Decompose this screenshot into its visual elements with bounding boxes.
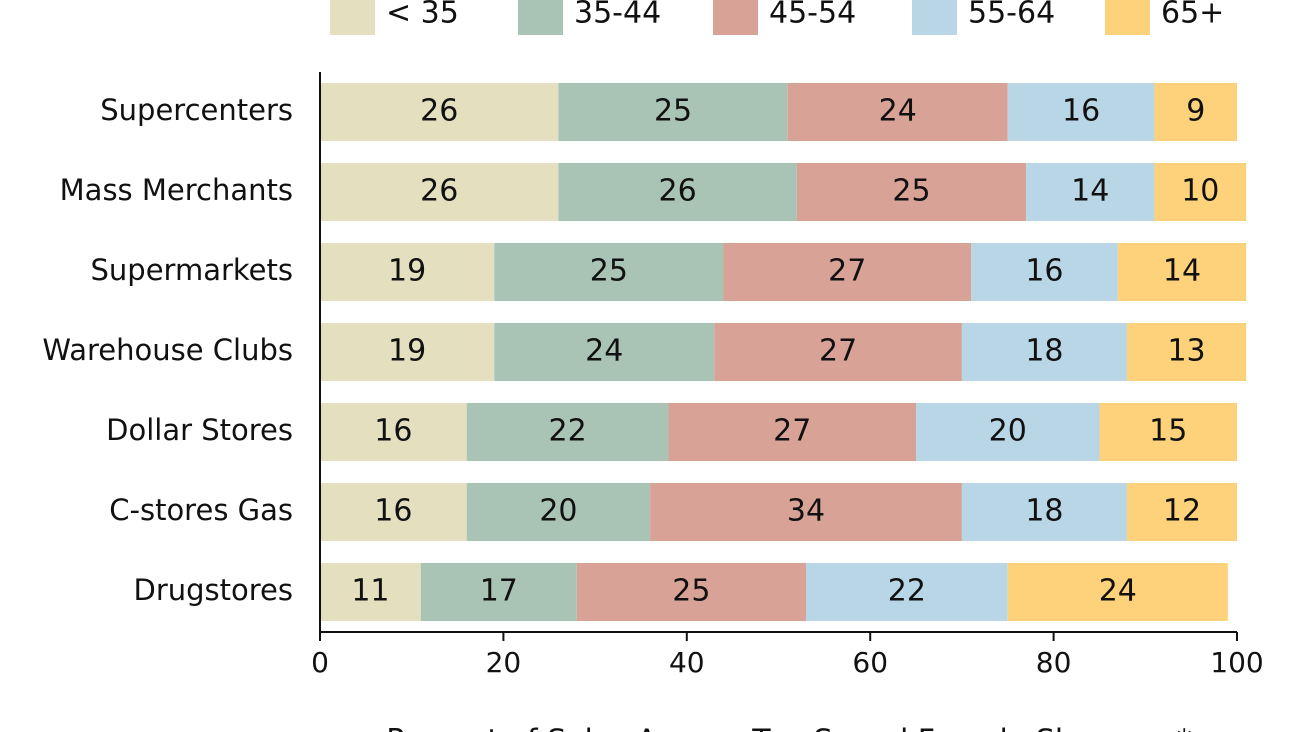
data-label: 19 — [388, 334, 426, 369]
bar-segment — [494, 243, 724, 301]
data-label: 26 — [420, 174, 458, 209]
category-label: Drugstores — [134, 573, 294, 607]
legend-swatch — [713, 0, 758, 35]
data-label: 24 — [1099, 574, 1137, 609]
data-label: 16 — [374, 414, 412, 449]
bar-segment — [494, 323, 715, 381]
bar-segment — [320, 83, 559, 141]
bar-segment — [971, 243, 1118, 301]
bar-segment — [723, 243, 972, 301]
data-label: 25 — [892, 174, 930, 209]
data-label: 26 — [659, 174, 697, 209]
x-tick-label: 20 — [486, 646, 522, 679]
data-label: 25 — [654, 94, 692, 129]
legend-label: 55-64 — [968, 0, 1055, 31]
bar-segment — [420, 563, 577, 621]
bar-segment — [576, 563, 807, 621]
bar-segment — [320, 243, 495, 301]
bar-segment — [1154, 163, 1247, 221]
data-label: 9 — [1186, 94, 1205, 129]
category-label: Warehouse Clubs — [42, 333, 293, 367]
data-label: 13 — [1167, 334, 1205, 369]
bar-segment — [320, 483, 467, 541]
bar-segment — [1154, 83, 1237, 141]
data-label: 18 — [1025, 494, 1063, 529]
data-label: 27 — [819, 334, 857, 369]
bar-segment — [320, 403, 467, 461]
legend-swatch — [912, 0, 957, 35]
bar-segment — [1026, 163, 1155, 221]
x-axis-title: Percent of Sales Among Top-Spend Female … — [386, 724, 1191, 732]
data-label: 25 — [672, 574, 710, 609]
bar-segment — [1126, 483, 1237, 541]
data-label: 24 — [585, 334, 623, 369]
bar-segment — [796, 163, 1027, 221]
data-label: 14 — [1163, 254, 1201, 289]
legend-label: < 35 — [386, 0, 459, 31]
data-label: 11 — [351, 574, 389, 609]
bar-segment — [961, 483, 1127, 541]
data-label: 18 — [1025, 334, 1063, 369]
legend-label: 35-44 — [574, 0, 661, 31]
bar-segment — [650, 483, 962, 541]
bar-segment — [806, 563, 1008, 621]
data-label: 22 — [548, 414, 586, 449]
bar-segment — [558, 163, 797, 221]
legend-swatch — [330, 0, 375, 35]
data-label: 12 — [1163, 494, 1201, 529]
bar-segment — [1007, 83, 1155, 141]
x-tick-label: 60 — [852, 646, 888, 679]
bar-segment — [1126, 323, 1247, 381]
data-label: 22 — [888, 574, 926, 609]
bar-segment — [1117, 243, 1247, 301]
data-label: 24 — [879, 94, 917, 129]
bar-segment — [466, 403, 669, 461]
category-label: Dollar Stores — [106, 413, 293, 447]
data-label: 25 — [590, 254, 628, 289]
bar-segment — [668, 403, 917, 461]
data-label: 26 — [420, 94, 458, 129]
data-label: 14 — [1071, 174, 1109, 209]
bar-segment — [961, 323, 1127, 381]
bar-segment — [320, 563, 421, 621]
legend-swatch — [1105, 0, 1150, 35]
category-label: C-stores Gas — [109, 493, 293, 527]
data-label: 27 — [828, 254, 866, 289]
data-label: 15 — [1149, 414, 1187, 449]
x-tick-label: 0 — [311, 646, 329, 679]
category-label: Mass Merchants — [60, 173, 293, 207]
data-label: 10 — [1181, 174, 1219, 209]
data-label: 19 — [388, 254, 426, 289]
bar-segment — [787, 83, 1008, 141]
data-label: 34 — [787, 494, 825, 529]
legend-label: 65+ — [1161, 0, 1224, 31]
data-label: 16 — [1062, 94, 1100, 129]
bar-segment — [558, 83, 788, 141]
data-label: 20 — [989, 414, 1027, 449]
x-tick-label: 40 — [669, 646, 705, 679]
bar-segment — [1007, 563, 1228, 621]
bar-segment — [320, 323, 495, 381]
x-tick-label: 80 — [1036, 646, 1072, 679]
category-label: Supercenters — [100, 93, 293, 127]
bar-segment — [916, 403, 1100, 461]
data-label: 20 — [539, 494, 577, 529]
legend-label: 45-54 — [769, 0, 856, 31]
bar-segment — [1099, 403, 1237, 461]
bar-segment — [466, 483, 651, 541]
data-label: 16 — [374, 494, 412, 529]
x-tick-label: 100 — [1210, 646, 1263, 679]
data-label: 27 — [773, 414, 811, 449]
data-label: 16 — [1025, 254, 1063, 289]
bar-segment — [714, 323, 962, 381]
legend-swatch — [518, 0, 563, 35]
bar-segment — [320, 163, 559, 221]
category-label: Supermarkets — [91, 253, 293, 287]
data-label: 17 — [480, 574, 518, 609]
